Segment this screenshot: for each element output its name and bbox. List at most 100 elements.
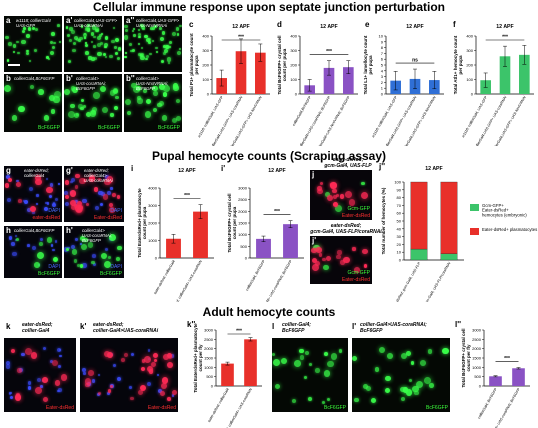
green-cell-dot [294, 360, 301, 368]
green-cell-dot [50, 109, 56, 114]
blue-cell-dot [40, 385, 44, 389]
chart-panel-label: j'' [378, 162, 385, 171]
green-cell-dot [53, 41, 56, 45]
y-tick-label: 100 [202, 77, 209, 82]
red-cell-dot [85, 202, 90, 207]
y-tick-label: 9 [381, 39, 384, 44]
green-cell-dot [109, 89, 116, 96]
red-cell-dot [139, 384, 147, 392]
channel-caption-green: Gcm-GFP [347, 270, 371, 276]
channel-caption-green: BcF6GFP [100, 271, 122, 277]
green-cell-dot [100, 252, 108, 259]
green-cell-dot [113, 27, 116, 30]
y-tick-label: 7 [381, 51, 384, 56]
y-tick-label: 6 [381, 57, 384, 62]
blue-cell-dot [52, 248, 55, 251]
panel-label: j [312, 170, 315, 179]
chart-i: i 12 APF Total EaterdsRed+ plasmatocytecou… [131, 164, 214, 302]
panel-g-prime: g' eater-dsRed; collierGal4> UAS-coraRNA… [64, 166, 124, 222]
green-cell-dot [386, 353, 393, 359]
green-cell-dot [49, 94, 56, 101]
green-cell-dot [18, 105, 25, 112]
green-cell-dot [58, 40, 62, 44]
blue-cell-dot [54, 240, 58, 244]
blue-cell-dot [12, 252, 17, 257]
chart-i-prime: i' 12 APF Total BcF6GFP+ crystal cellcount… [221, 164, 304, 302]
green-cell-dot [82, 104, 86, 108]
red-cell-dot [106, 176, 114, 183]
blue-cell-dot [43, 207, 48, 212]
blue-cell-dot [57, 182, 60, 186]
green-cell-dot [304, 350, 309, 355]
panel-label: h' [66, 226, 73, 235]
green-cell-dot [299, 349, 304, 354]
chart-panel-label: k'' [187, 320, 195, 329]
red-cell-dot [318, 253, 323, 257]
blue-cell-dot [46, 202, 50, 205]
blue-cell-dot [16, 179, 19, 182]
red-cell-dot [88, 174, 96, 182]
panel-genotype: eater-dsRed; collierGal4> UAS-coraRNAi [84, 168, 113, 183]
bar [166, 238, 181, 258]
x-tick-label: collierGal4> UAS-coraRNAi; BcF6GFP [258, 259, 293, 302]
green-cell-dot [142, 27, 145, 31]
red-cell-dot [311, 248, 317, 254]
blue-cell-dot [31, 245, 37, 250]
bar [244, 339, 257, 386]
panel-b-prime: b' collierGal4> UAS-coraRNAi; BcF6GFP Bc… [64, 74, 122, 132]
red-cell-dot [74, 185, 79, 189]
green-cell-dot [166, 57, 172, 62]
x-tick-label: collierGal4,UAS-GFP> UAS-NrxIVRNAi [402, 95, 437, 146]
panel-label: a [6, 16, 11, 25]
blue-cell-dot [71, 177, 76, 182]
green-cell-dot [96, 35, 101, 41]
green-cell-dot [137, 96, 142, 101]
y-tick-label: 70 [397, 203, 402, 208]
green-cell-dot [75, 112, 79, 117]
chart-e: e 12 APF Total L1+ lamellocyte countper pu… [363, 20, 444, 146]
red-cell-dot [35, 174, 42, 182]
blue-cell-dot [156, 373, 160, 377]
green-cell-dot [4, 85, 12, 93]
chart-panel-label: i [131, 164, 133, 173]
green-cell-dot [46, 56, 50, 59]
y-tick-label: 2500 [204, 337, 214, 342]
blue-cell-dot [91, 379, 95, 383]
y-axis-label: Total BcF6GFP+ crystal cellcount per pup… [277, 35, 287, 94]
green-cell-dot [154, 24, 158, 28]
panel-a-double-prime: a'' collierGal4,UAS-GFP> UAS-NrxIVRNAi [124, 16, 182, 72]
channel-caption-green: BcF6GFP [38, 271, 60, 277]
y-tick-label: 3000 [472, 328, 482, 333]
green-cell-dot [34, 48, 38, 52]
significance-marker: *** [326, 49, 332, 55]
blue-cell-dot [71, 245, 76, 250]
green-cell-dot [117, 56, 121, 60]
y-tick-label: 0 [155, 256, 158, 261]
panel-label: a' [66, 16, 73, 25]
red-cell-dot [25, 348, 33, 356]
green-cell-dot [327, 397, 331, 401]
red-cell-dot [330, 182, 337, 189]
green-cell-dot [11, 115, 18, 121]
x-tick-label: eater-dsRed; gcm-Gal4, UAS-FLP [391, 261, 422, 302]
red-cell-dot [116, 195, 121, 200]
green-cell-dot [23, 26, 27, 30]
green-cell-dot [137, 98, 143, 104]
green-cell-dot [124, 28, 129, 33]
green-cell-dot [164, 48, 169, 53]
chart-c: c 12 APF Total P1+ plasmatocyte countper p… [189, 20, 270, 146]
red-cell-dot [83, 179, 87, 183]
green-cell-dot [291, 399, 296, 404]
red-cell-dot [7, 177, 13, 183]
green-cell-dot [50, 40, 54, 44]
blue-cell-dot [6, 360, 11, 365]
blue-cell-dot [105, 247, 109, 251]
green-cell-dot [69, 27, 73, 31]
green-cell-dot [83, 32, 86, 35]
green-cell-dot [102, 52, 106, 57]
blue-cell-dot [57, 364, 61, 369]
y-tick-label: 90 [397, 187, 402, 192]
green-cell-dot [133, 34, 136, 37]
bar [519, 54, 530, 94]
green-cell-dot [79, 264, 84, 268]
